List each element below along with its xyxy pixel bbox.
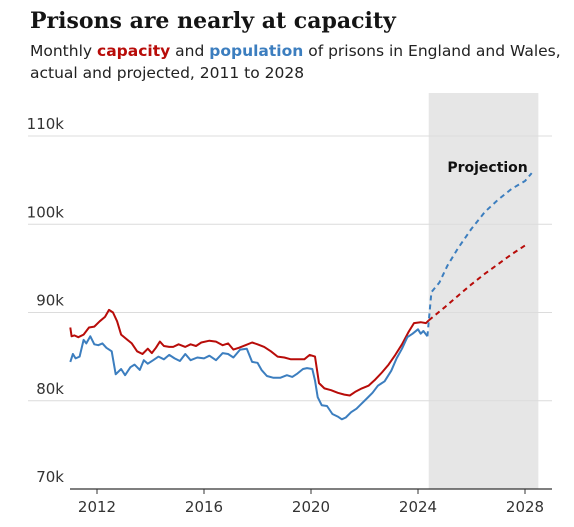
subtitle-text-1: Monthly [30, 42, 97, 60]
x-tick-label: 2012 [78, 498, 116, 516]
x-tick-label: 2020 [292, 498, 330, 516]
chart-title: Prisons are nearly at capacity [30, 8, 396, 34]
x-tick-label: 2024 [399, 498, 437, 516]
subtitle-capacity-word: capacity [97, 42, 171, 60]
projection-label: Projection [447, 160, 527, 176]
y-tick-label: 70k [36, 468, 64, 486]
subtitle-population-word: population [209, 42, 304, 60]
chart-subtitle: Monthly capacity and population of priso… [30, 40, 566, 84]
y-tick-label: 80k [36, 380, 64, 398]
subtitle-text-2: and [170, 42, 210, 60]
y-tick-label: 100k [27, 203, 65, 221]
population-line [69, 328, 429, 421]
population-projected-line [426, 172, 533, 337]
x-tick-label: 2016 [185, 498, 223, 516]
y-tick-label: 110k [27, 115, 65, 133]
subtitle-text-3: of prisons in England and Wales, actual … [30, 42, 561, 82]
x-tick-label: 2028 [506, 498, 544, 516]
projection-region [428, 93, 539, 489]
y-tick-label: 90k [36, 292, 64, 310]
capacity-line [69, 308, 430, 397]
capacity-projected-line [428, 242, 529, 322]
